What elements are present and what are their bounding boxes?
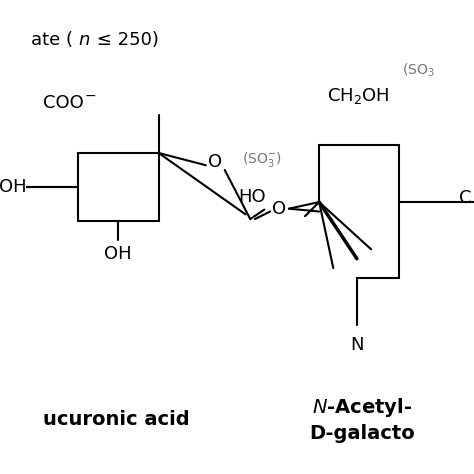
Text: D-galacto: D-galacto <box>309 424 414 443</box>
Text: CH$_2$OH: CH$_2$OH <box>327 86 389 106</box>
Text: (SO$_3^{-}$): (SO$_3^{-}$) <box>242 150 282 169</box>
Text: O: O <box>273 200 287 218</box>
Text: −: − <box>85 89 97 103</box>
Text: (SO$_3$: (SO$_3$ <box>402 61 435 79</box>
Text: ucuronic acid: ucuronic acid <box>43 410 190 429</box>
Text: C: C <box>459 189 471 207</box>
Text: $\it{n}$: $\it{n}$ <box>78 31 91 49</box>
Text: HO: HO <box>238 188 266 206</box>
Text: COO: COO <box>44 94 84 112</box>
Text: O: O <box>208 154 222 172</box>
Text: OH: OH <box>0 178 27 196</box>
Text: OH: OH <box>104 245 132 263</box>
Text: ≤ 250): ≤ 250) <box>91 31 158 49</box>
Text: $\mathit{N}$-Acetyl-: $\mathit{N}$-Acetyl- <box>311 396 412 419</box>
Text: N: N <box>350 336 364 354</box>
Text: ate (: ate ( <box>31 31 73 49</box>
